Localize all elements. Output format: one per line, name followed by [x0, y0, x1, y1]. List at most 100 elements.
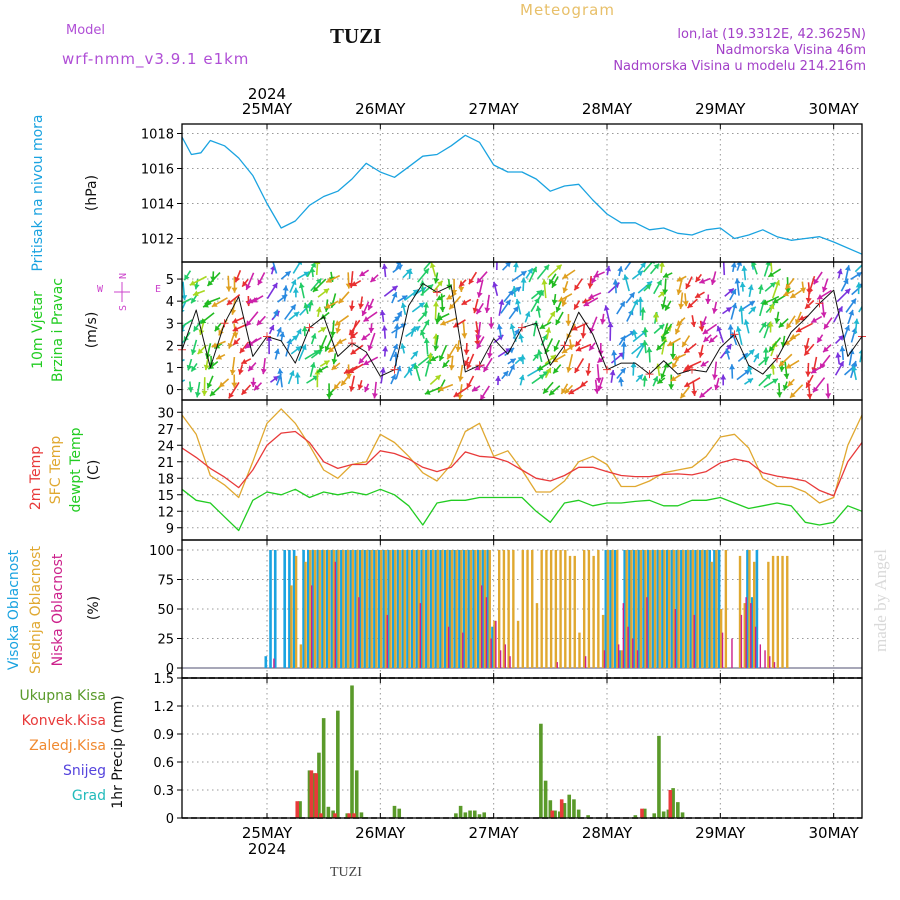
precip-bar — [333, 813, 337, 818]
wind-arrow-head — [705, 298, 712, 304]
cloud-bar — [469, 550, 473, 668]
cloud-bar — [358, 597, 360, 668]
wind-arrow-head — [414, 326, 421, 332]
wind-arrow-head — [619, 367, 626, 374]
wind-arrow-head — [432, 301, 439, 307]
cloud-bar — [406, 550, 409, 668]
precip-bar — [359, 812, 364, 818]
cloud-bar — [490, 638, 492, 668]
cloud-bar — [521, 550, 524, 668]
wind-arrow-head — [203, 302, 209, 308]
cloud-bar — [597, 550, 600, 668]
wind-arrow-head — [331, 358, 338, 365]
wind-arrow-head — [423, 268, 429, 275]
wind-arrow-head — [421, 311, 428, 318]
cloud-bar — [460, 550, 463, 668]
wind-arrow-head — [194, 391, 201, 398]
cloud-bar — [746, 550, 749, 668]
wind-arrow-head — [333, 383, 340, 390]
wind-arrow-head — [184, 274, 190, 281]
wind-arrow-head — [326, 277, 333, 283]
wind-arrow-head — [790, 333, 797, 340]
wind-arrow-head — [597, 357, 604, 363]
wind-arrow-head — [632, 299, 639, 306]
wind-arrow-head — [423, 337, 430, 344]
wind-arrow-head — [232, 326, 239, 332]
cloud-unit-label: (%) — [86, 596, 102, 620]
wind-arrow-head — [774, 280, 781, 286]
wind-arrow-head — [498, 299, 505, 305]
wind-gust-mark — [263, 332, 271, 341]
wind-arrow-head — [381, 263, 388, 270]
cloud-bar — [394, 550, 397, 668]
y-tick-label: 5 — [166, 273, 174, 288]
cloud-bar — [384, 550, 388, 668]
compass-n: N — [118, 273, 129, 279]
wind-arrow-head — [838, 335, 844, 341]
meteogram-title: Meteogram — [520, 1, 615, 19]
wind-arrow-head — [483, 366, 489, 372]
cloud-bar — [356, 550, 359, 668]
wind-arrow-head — [837, 306, 843, 313]
wind-arrow-head — [536, 349, 543, 356]
wind-arrow-head — [433, 345, 440, 351]
y-tick-label: 9 — [166, 522, 174, 537]
wind-arrow-head — [436, 295, 443, 301]
cloud-bar — [434, 550, 438, 668]
wind-arrow-head — [537, 364, 544, 371]
day-label-bottom: 25MAY — [242, 824, 293, 842]
cloud-bar — [636, 650, 639, 668]
wind-arrow-head — [690, 321, 697, 328]
cloud-bar — [564, 550, 567, 668]
day-label-bottom: 26MAY — [355, 824, 406, 842]
wind-arrow-head — [412, 289, 419, 295]
precip-bar — [350, 685, 354, 818]
wind-arrow-head — [256, 319, 263, 326]
wind-arrow-head — [862, 259, 868, 265]
wind-arrow-head — [294, 372, 301, 378]
cloud-bar — [755, 550, 759, 668]
cloud-bar — [477, 550, 480, 668]
wind-arrow-head — [272, 309, 279, 316]
wind-arrow-head — [685, 283, 691, 289]
cloud-bar — [603, 650, 606, 668]
wind-arrow-head — [673, 355, 679, 361]
wind-arrow-head — [250, 381, 257, 387]
precip-bar — [543, 780, 548, 818]
wind-arrow-head — [307, 300, 314, 306]
cloud-bar — [453, 550, 456, 668]
wind-arrow-head — [310, 333, 317, 340]
wind-arrow-head — [729, 364, 736, 370]
wind-arrow-head — [189, 280, 196, 286]
wind-arrow-head — [233, 339, 239, 345]
wind-arrow — [867, 269, 872, 280]
cloud-bar — [332, 550, 336, 668]
wind-arrow-head — [412, 351, 418, 357]
wind-arrow-head — [839, 346, 846, 352]
wind-arrow-head — [620, 335, 626, 342]
wind-arrow-head — [527, 268, 533, 274]
cloud-bar — [351, 550, 354, 668]
cloud-bar — [302, 550, 305, 668]
wind-arrow-head — [753, 353, 760, 360]
wind-arrow-head — [368, 327, 375, 333]
wind-arrow-head — [684, 347, 691, 353]
wind-arrow-head — [609, 369, 616, 376]
cloud-bar — [644, 550, 647, 668]
cloud-bar — [368, 550, 371, 668]
wind-arrow-head — [665, 304, 671, 311]
wind-arrow-head — [772, 297, 779, 304]
wind-arrow-head — [660, 373, 666, 379]
day-label-top: 29MAY — [695, 100, 746, 118]
wind-arrow-head — [848, 309, 855, 316]
cloud-bar — [708, 550, 711, 668]
wind-arrow-head — [776, 392, 783, 398]
precip-bar — [312, 773, 317, 818]
precip-bar — [557, 811, 562, 818]
wind-arrow-head — [513, 328, 520, 335]
precip-legend-1: Konvek.Kisa — [22, 713, 106, 729]
wind-arrow-head — [439, 306, 446, 313]
wind-arrow-head — [509, 323, 516, 330]
wind-arrow-head — [593, 272, 600, 278]
wind-arrow-head — [716, 325, 723, 332]
